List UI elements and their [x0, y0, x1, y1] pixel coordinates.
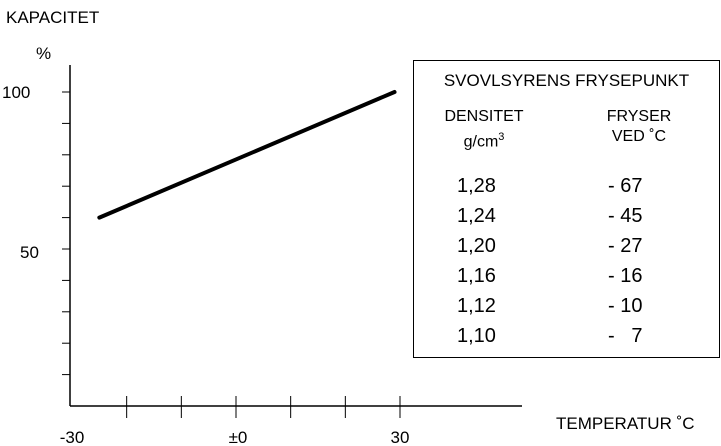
- y-axis-unit: %: [36, 44, 51, 63]
- freeze-value: - 10: [608, 295, 643, 317]
- x-tick-label-0: ±0: [229, 428, 248, 446]
- y-tick-label-50: 50: [20, 243, 39, 262]
- freezing-point-table: SVOVLSYRENS FRYSEPUNKT DENSITET g/cm3 FR…: [413, 60, 720, 358]
- freeze-value: - 45: [608, 205, 643, 227]
- density-value: 1,28: [457, 175, 496, 197]
- density-column-header: DENSITET g/cm3: [424, 107, 544, 152]
- capacity-series-line: [97, 90, 397, 220]
- series-layer: [97, 90, 397, 220]
- freeze-value: - 67: [608, 175, 643, 197]
- density-unit-text: g/cm: [463, 133, 499, 151]
- freeze-column-header: FRYSER VED ˚C: [579, 107, 699, 147]
- freeze-unit-label: VED ˚C: [611, 128, 667, 145]
- table-title: SVOVLSYRENS FRYSEPUNKT: [443, 71, 690, 90]
- density-unit-label: g/cm3: [424, 127, 544, 152]
- density-unit-exponent: 3: [498, 131, 505, 143]
- freeze-value: - 16: [608, 265, 643, 287]
- x-axis-minor-ticks: [126, 396, 401, 418]
- density-value: 1,10: [457, 325, 496, 347]
- density-value: 1,16: [457, 265, 496, 287]
- y-axis-minor-ticks: [62, 91, 70, 376]
- density-value: 1,12: [457, 295, 496, 317]
- y-axis-label: KAPACITET: [6, 8, 99, 27]
- y-tick-label-100: 100: [2, 83, 30, 102]
- x-tick-label-minus30: -30: [60, 428, 85, 446]
- x-axis-label: TEMPERATUR ˚C: [556, 414, 695, 433]
- freeze-header-label: FRYSER: [606, 108, 672, 125]
- density-value: 1,20: [457, 235, 496, 257]
- density-value: 1,24: [457, 205, 496, 227]
- density-header-label: DENSITET: [444, 108, 524, 125]
- freeze-value: - 27: [608, 235, 643, 257]
- x-tick-label-30: 30: [391, 428, 410, 446]
- freeze-value: - 7: [608, 325, 643, 347]
